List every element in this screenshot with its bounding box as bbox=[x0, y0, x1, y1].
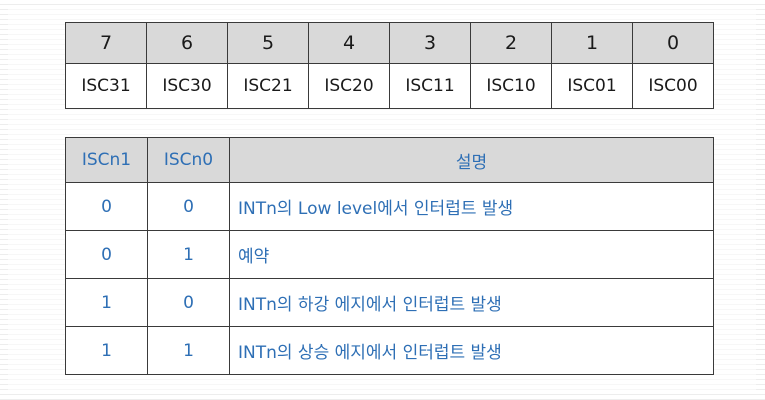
iscn1-value: 0 bbox=[65, 182, 148, 231]
interrupt-sense-mode-table: ISCn1 ISCn0 설명 0 0 INTn의 Low level에서 인터럽… bbox=[65, 137, 714, 375]
bit-name-cell: ISC20 bbox=[308, 63, 390, 109]
mode-description: INTn의 상승 에지에서 인터럽트 발생 bbox=[229, 326, 714, 375]
bit-name-cell: ISC11 bbox=[389, 63, 471, 109]
mode-row: 0 0 INTn의 Low level에서 인터럽트 발생 bbox=[65, 182, 714, 231]
bit-name-cell: ISC00 bbox=[632, 63, 714, 109]
mode-description: 예약 bbox=[229, 230, 714, 279]
bit-number-cell: 5 bbox=[227, 22, 309, 64]
iscn0-value: 0 bbox=[147, 278, 230, 327]
bit-name-cell: ISC31 bbox=[65, 63, 147, 109]
header-iscn1: ISCn1 bbox=[65, 137, 148, 183]
register-bit-table: 7 6 5 4 3 2 1 0 ISC31 ISC30 ISC21 ISC20 … bbox=[65, 22, 714, 109]
bit-name-cell: ISC10 bbox=[470, 63, 552, 109]
mode-description: INTn의 Low level에서 인터럽트 발생 bbox=[229, 182, 714, 231]
bit-number-cell: 1 bbox=[551, 22, 633, 64]
mode-row: 1 1 INTn의 상승 에지에서 인터럽트 발생 bbox=[65, 326, 714, 375]
bit-number-cell: 0 bbox=[632, 22, 714, 64]
bit-name-cell: ISC30 bbox=[146, 63, 228, 109]
iscn1-value: 1 bbox=[65, 326, 148, 375]
header-iscn0: ISCn0 bbox=[147, 137, 230, 183]
mode-row: 0 1 예약 bbox=[65, 230, 714, 279]
bit-number-cell: 7 bbox=[65, 22, 147, 64]
iscn0-value: 0 bbox=[147, 182, 230, 231]
iscn1-value: 0 bbox=[65, 230, 148, 279]
bit-number-cell: 6 bbox=[146, 22, 228, 64]
bit-number-row: 7 6 5 4 3 2 1 0 bbox=[65, 22, 714, 64]
mode-description: INTn의 하강 에지에서 인터럽트 발생 bbox=[229, 278, 714, 327]
bit-number-cell: 2 bbox=[470, 22, 552, 64]
iscn1-value: 1 bbox=[65, 278, 148, 327]
bit-name-cell: ISC21 bbox=[227, 63, 309, 109]
bit-name-cell: ISC01 bbox=[551, 63, 633, 109]
iscn0-value: 1 bbox=[147, 230, 230, 279]
iscn0-value: 1 bbox=[147, 326, 230, 375]
bit-number-cell: 4 bbox=[308, 22, 390, 64]
mode-row: 1 0 INTn의 하강 에지에서 인터럽트 발생 bbox=[65, 278, 714, 327]
mode-header-row: ISCn1 ISCn0 설명 bbox=[65, 137, 714, 183]
bit-number-cell: 3 bbox=[389, 22, 471, 64]
bit-name-row: ISC31 ISC30 ISC21 ISC20 ISC11 ISC10 ISC0… bbox=[65, 63, 714, 109]
header-description: 설명 bbox=[229, 137, 714, 183]
